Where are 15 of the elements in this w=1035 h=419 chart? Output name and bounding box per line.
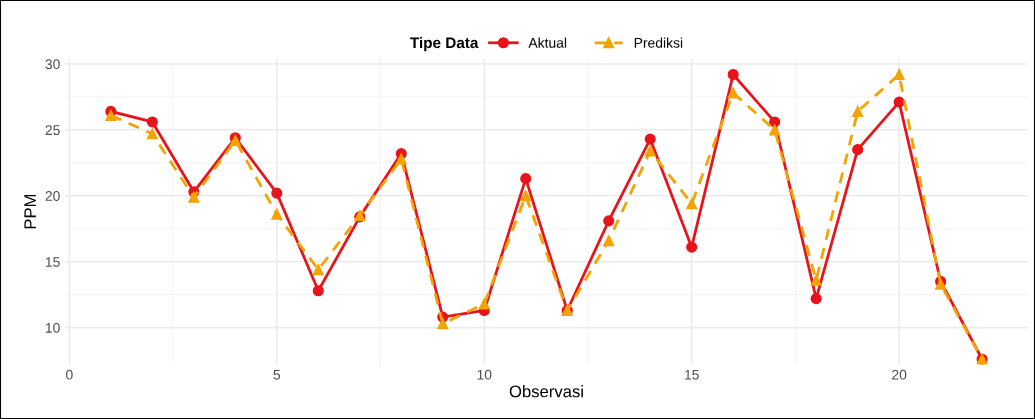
x-tick-label: 15 bbox=[685, 369, 699, 380]
y-tick-label: 10 bbox=[45, 322, 60, 333]
x-tick-label: 20 bbox=[892, 369, 907, 380]
legend-label: Aktual bbox=[528, 37, 567, 48]
y-tick-label: 20 bbox=[45, 191, 60, 201]
legend-label: Prediksi bbox=[634, 37, 683, 48]
x-axis-title: Observasi bbox=[509, 385, 583, 398]
y-tick-label: 15 bbox=[45, 257, 60, 267]
y-axis-title: PPM bbox=[24, 194, 36, 229]
y-tick-label: 25 bbox=[45, 125, 60, 136]
x-tick-label: 10 bbox=[477, 369, 492, 380]
x-tick-label: 0 bbox=[66, 369, 73, 380]
x-tick-label: 5 bbox=[273, 369, 281, 380]
legend-title: Tipe Data bbox=[410, 36, 479, 52]
y-tick-label: 30 bbox=[45, 59, 60, 70]
